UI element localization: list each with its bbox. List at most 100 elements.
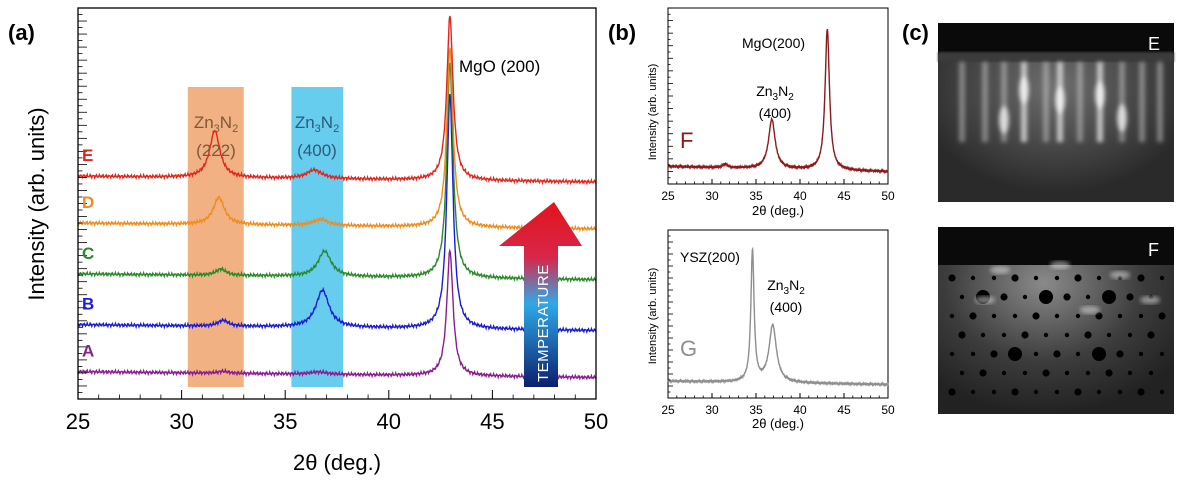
diffraction-spot [1127,370,1133,376]
diffraction-spot [1084,331,1092,339]
x-tick-label: 30 [705,403,719,417]
diffraction-streak [1157,62,1163,142]
annotation-zn3n2: Zn3N2 [767,277,805,297]
rheed-label-e: E [1148,34,1160,54]
x-tick-label: 50 [584,409,608,434]
diffraction-streak [1077,62,1083,142]
diffraction-spot [1159,275,1165,281]
series-line-a [77,248,597,381]
diffraction-spot [1096,275,1102,281]
series-label-a: A [82,342,94,361]
annotation-400: (400) [759,105,792,121]
series-line-e [77,15,597,186]
kikuchi-glow [1140,296,1160,304]
diffraction-spot [980,332,986,338]
series-line-d [77,47,597,233]
diffraction-spot [1055,86,1065,114]
panel-label-b: (b) [608,20,636,45]
diffraction-spot [1117,313,1123,319]
diffraction-spot [1033,389,1039,395]
diffraction-spot [1085,370,1091,376]
x-tick-label: 25 [661,403,675,417]
diffraction-spot [1106,332,1112,338]
diffraction-spot [1137,274,1145,282]
diffraction-streak [982,62,988,142]
diffraction-spot [1074,274,1082,282]
diffraction-spot [1148,370,1154,376]
diffraction-spot [991,313,997,319]
x-tick-label: 40 [793,189,807,203]
diffraction-spot [1105,369,1113,377]
chart-a: 25 30 35 40 45 50 A B C D E 2θ (deg.) Intensity (… [24,7,608,475]
x-tick-label: 50 [881,403,895,417]
diffraction-spot [1022,294,1028,300]
annotation-222: (222) [196,141,236,160]
x-tick-label: 40 [793,403,807,417]
diffraction-spot [1033,275,1039,281]
diffraction-streak [959,62,965,142]
temperature-arrow [499,202,582,387]
diffraction-spot [1138,313,1144,319]
diffraction-spot [1095,312,1103,320]
diffraction-spot [1064,332,1070,338]
diffraction-spot [1053,350,1061,358]
series-line-b [77,93,597,335]
diffraction-spot [1032,312,1040,320]
kikuchi-glow [975,296,995,304]
diffraction-spot [1116,350,1124,358]
diffraction-spot [1008,347,1022,361]
x-tick-label: 25 [66,409,90,434]
diffraction-spot [1126,293,1134,301]
annotation-ysz: YSZ(200) [680,249,740,265]
x-axis-label: 2θ (deg.) [293,450,381,475]
diffraction-spot [949,351,955,357]
diffraction-spot [1000,293,1008,301]
diffraction-spot [1012,313,1018,319]
series-label-d: D [82,193,94,212]
annotation-mgo: MgO (200) [459,57,540,76]
chart-b-top: 25 30 35 40 45 50 2θ (deg.) Intensity (arb. u… [647,7,895,218]
series-label-f: F [680,128,693,153]
diffraction-spot [1137,388,1145,396]
x-tick-label: 50 [881,189,895,203]
x-tick-label: 30 [705,189,719,203]
diffraction-streak [1139,62,1145,142]
x-tick-label: 35 [749,189,763,203]
chart-b-bottom: 25 30 35 40 45 50 2θ (deg.) Intensity (arb. u… [647,229,895,431]
diffraction-spot [1075,351,1081,357]
diffraction-spot [1138,351,1144,357]
series-label-g: G [680,336,697,361]
x-tick-label: 35 [273,409,297,434]
x-tick-label: 45 [480,409,504,434]
series-label-b: B [82,295,94,314]
diffraction-spot [970,275,976,281]
diffraction-spot [990,350,998,358]
diffraction-spot [1159,351,1165,357]
diffraction-spot [999,106,1009,134]
annotation-zn3n2-400: Zn3N2 [295,113,339,135]
diffraction-streak [1043,62,1049,142]
diffraction-spot [1158,312,1166,320]
diffraction-spot [1001,332,1007,338]
y-axis-label: Intensity (arb. units) [647,268,659,365]
x-tick-label: 40 [377,409,401,434]
x-tick-label: 45 [837,403,851,417]
diffraction-spot [970,389,976,395]
diffraction-spot [1001,370,1007,376]
diffraction-spot [948,274,956,282]
diffraction-streak [1119,62,1125,142]
diffraction-spot [1054,275,1060,281]
panel-label-a: (a) [8,20,35,45]
diffraction-spot [1102,290,1116,304]
series-line-g [667,246,889,388]
diffraction-spot [1022,370,1028,376]
x-tick-label: 35 [749,403,763,417]
annotation-400: (400) [297,141,337,160]
diffraction-spot [1092,347,1106,361]
kikuchi-glow [1110,271,1130,279]
diffraction-spot [1095,81,1105,109]
y-axis-label: Intensity (arb. units) [647,64,659,161]
diffraction-spot [949,313,955,319]
x-tick-label: 30 [169,409,193,434]
kikuchi-glow [990,266,1010,274]
